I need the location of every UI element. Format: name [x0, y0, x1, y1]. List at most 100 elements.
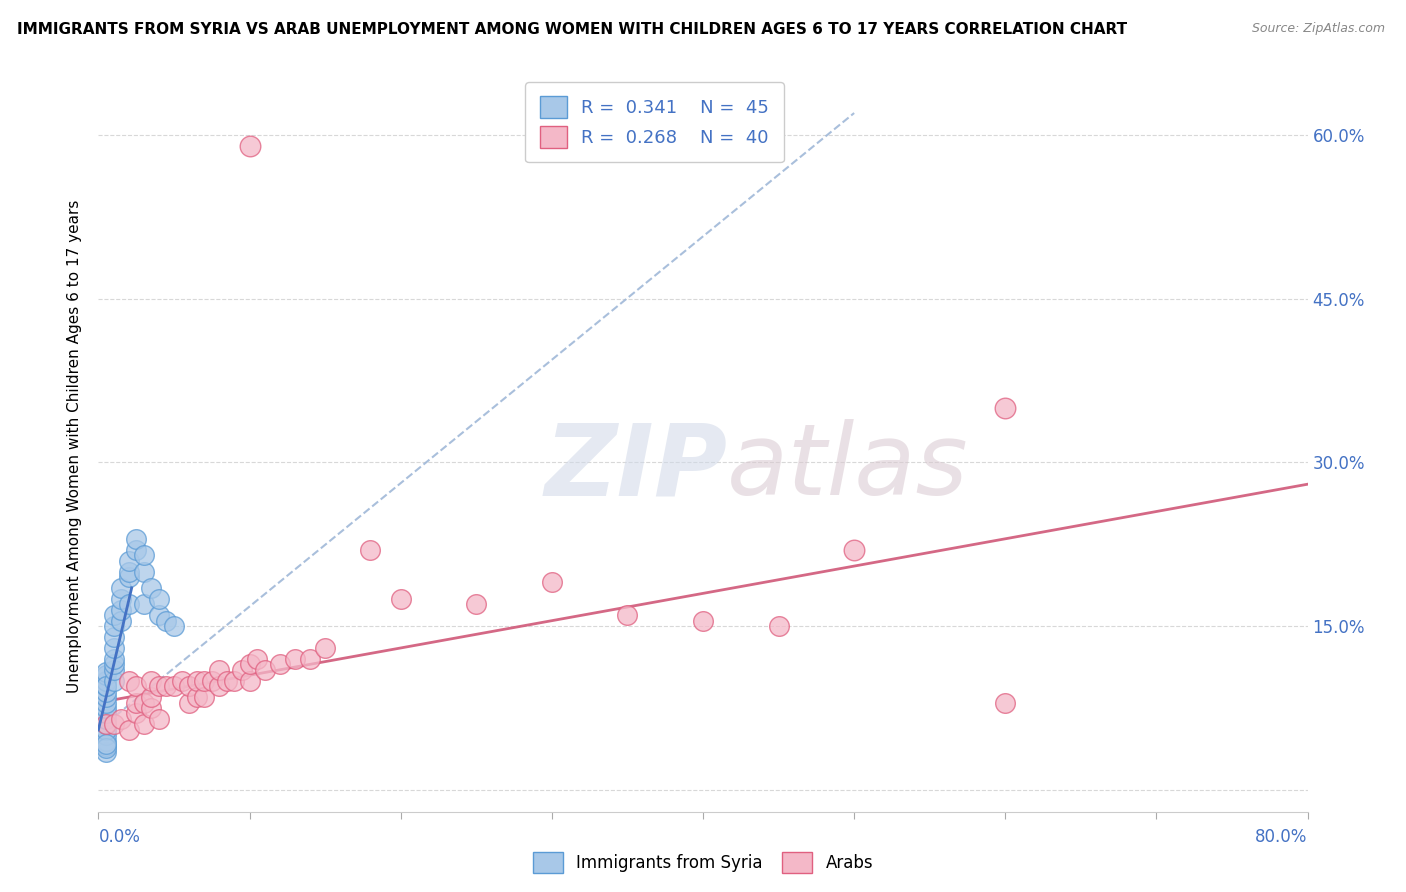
Point: [141, 581, 163, 595]
Point: [103, 630, 125, 644]
Point: [94, 733, 117, 747]
Point: [125, 542, 148, 557]
Point: [284, 652, 307, 666]
Point: [179, 679, 201, 693]
Point: [103, 663, 125, 677]
Point: [186, 690, 208, 704]
Point: [94, 728, 117, 742]
Point: [186, 673, 208, 688]
Point: [132, 565, 155, 579]
Point: [141, 673, 163, 688]
Point: [118, 673, 141, 688]
Point: [94, 712, 117, 726]
Text: atlas: atlas: [727, 419, 969, 516]
Point: [110, 712, 132, 726]
Point: [110, 591, 132, 606]
Point: [239, 673, 262, 688]
Point: [994, 401, 1017, 415]
Point: [239, 657, 262, 672]
Point: [94, 668, 117, 682]
Point: [141, 690, 163, 704]
Point: [314, 640, 336, 655]
Point: [269, 657, 291, 672]
Point: [94, 717, 117, 731]
Point: [110, 603, 132, 617]
Point: [103, 619, 125, 633]
Point: [360, 542, 382, 557]
Point: [94, 739, 117, 754]
Point: [118, 597, 141, 611]
Point: [103, 657, 125, 672]
Point: [94, 673, 117, 688]
Point: [94, 745, 117, 759]
Legend: Immigrants from Syria, Arabs: Immigrants from Syria, Arabs: [526, 846, 880, 880]
Point: [148, 608, 170, 623]
Point: [193, 690, 215, 704]
Point: [844, 542, 866, 557]
Point: [94, 717, 117, 731]
Point: [465, 597, 488, 611]
Point: [94, 723, 117, 737]
Point: [110, 581, 132, 595]
Point: [231, 663, 253, 677]
Point: [94, 679, 117, 693]
Point: [118, 570, 141, 584]
Point: [118, 723, 141, 737]
Point: [94, 679, 117, 693]
Point: [94, 706, 117, 721]
Point: [193, 673, 215, 688]
Point: [155, 679, 177, 693]
Text: 80.0%: 80.0%: [1256, 829, 1308, 847]
Point: [125, 532, 148, 546]
Point: [94, 701, 117, 715]
Point: [132, 597, 155, 611]
Point: [103, 717, 125, 731]
Point: [201, 673, 224, 688]
Point: [132, 696, 155, 710]
Point: [215, 673, 238, 688]
Point: [170, 673, 193, 688]
Point: [540, 575, 562, 590]
Y-axis label: Unemployment Among Women with Children Ages 6 to 17 years: Unemployment Among Women with Children A…: [67, 199, 83, 693]
Point: [148, 679, 170, 693]
Point: [224, 673, 246, 688]
Point: [103, 652, 125, 666]
Point: [94, 696, 117, 710]
Point: [103, 608, 125, 623]
Point: [155, 614, 177, 628]
Text: ZIP: ZIP: [544, 419, 727, 516]
Text: IMMIGRANTS FROM SYRIA VS ARAB UNEMPLOYMENT AMONG WOMEN WITH CHILDREN AGES 6 TO 1: IMMIGRANTS FROM SYRIA VS ARAB UNEMPLOYME…: [17, 22, 1128, 37]
Point: [148, 712, 170, 726]
Point: [246, 652, 269, 666]
Point: [208, 679, 231, 693]
Point: [118, 565, 141, 579]
Point: [94, 665, 117, 679]
Point: [94, 737, 117, 751]
Point: [118, 554, 141, 568]
Point: [616, 608, 638, 623]
Point: [125, 706, 148, 721]
Point: [239, 138, 262, 153]
Point: [94, 684, 117, 698]
Point: [132, 548, 155, 562]
Point: [125, 696, 148, 710]
Point: [148, 591, 170, 606]
Point: [994, 696, 1017, 710]
Point: [94, 690, 117, 704]
Point: [110, 614, 132, 628]
Point: [208, 663, 231, 677]
Point: [389, 591, 412, 606]
Point: [103, 673, 125, 688]
Text: 0.0%: 0.0%: [98, 829, 141, 847]
Point: [163, 619, 186, 633]
Point: [179, 696, 201, 710]
Point: [163, 679, 186, 693]
Point: [125, 679, 148, 693]
Point: [103, 640, 125, 655]
Point: [768, 619, 790, 633]
Point: [132, 717, 155, 731]
Text: Source: ZipAtlas.com: Source: ZipAtlas.com: [1251, 22, 1385, 36]
Point: [94, 741, 117, 756]
Point: [299, 652, 322, 666]
Legend: R =  0.341    N =  45, R =  0.268    N =  40: R = 0.341 N = 45, R = 0.268 N = 40: [526, 82, 783, 162]
